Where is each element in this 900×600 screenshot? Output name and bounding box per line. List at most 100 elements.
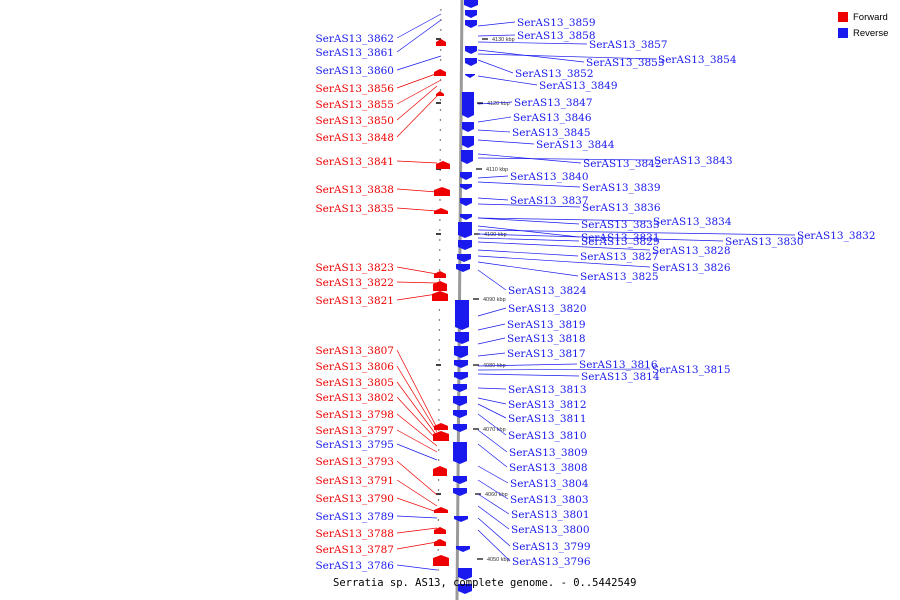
reverse-gene-leader <box>477 337 506 345</box>
lane-dot <box>439 89 442 91</box>
scale-label-4060-kbp: 4060 kbp <box>485 492 508 498</box>
forward-gene-leader <box>396 497 438 513</box>
reverse-gene-label-seras13-3832: SerAS13_3832 <box>797 230 876 242</box>
forward-gene-glyph <box>433 555 449 566</box>
forward-gene-leader <box>396 207 438 212</box>
reverse-gene-glyph <box>458 568 472 580</box>
legend: Forward Reverse <box>838 9 888 41</box>
reverse-gene-leader <box>477 229 796 236</box>
forward-gene-leader <box>396 160 438 164</box>
forward-gene-leader <box>396 13 442 39</box>
reverse-gene-glyph <box>454 360 468 368</box>
lane-dot <box>440 9 442 11</box>
reverse-gene-leader <box>477 233 724 242</box>
forward-gene-label-seras13-3855: SerAS13_3855 <box>315 99 394 111</box>
forward-gene-label-seras13-3841: SerAS13_3841 <box>315 156 394 168</box>
reverse-gene-label-seras13-3857: SerAS13_3857 <box>589 39 668 51</box>
reverse-gene-glyph <box>461 150 473 164</box>
lane-dot <box>439 249 441 251</box>
lane-dot <box>439 259 441 261</box>
reverse-gene-leader <box>477 59 514 74</box>
reverse-gene-leader <box>477 225 580 238</box>
forward-gene-leader <box>396 188 438 193</box>
lane-dot <box>439 239 441 241</box>
forward-gene-label-seras13-3802: SerAS13_3802 <box>315 392 394 404</box>
scale-label-4130-kbp: 4130 kbp <box>492 37 515 43</box>
reverse-gene-label-seras13-3803: SerAS13_3803 <box>510 494 589 506</box>
lane-dot <box>438 419 440 421</box>
reverse-gene-leader <box>477 323 506 331</box>
reverse-gene-glyph <box>464 0 478 8</box>
forward-gene-label-seras13-3848: SerAS13_3848 <box>315 132 394 144</box>
forward-gene-label-seras13-3806: SerAS13_3806 <box>315 361 394 373</box>
forward-gene-leader <box>396 79 442 105</box>
forward-gene-glyph <box>434 423 448 430</box>
reverse-gene-leader <box>477 101 513 105</box>
lane-dot <box>438 459 440 461</box>
forward-gene-label-seras13-3790: SerAS13_3790 <box>315 493 394 505</box>
lane-dot <box>437 489 440 491</box>
reverse-gene-label-seras13-3819: SerAS13_3819 <box>507 319 586 331</box>
reverse-gene-leader <box>477 217 580 225</box>
reverse-gene-leader <box>477 465 509 484</box>
forward-gene-glyph <box>436 161 450 169</box>
reverse-gene-glyph <box>460 184 472 190</box>
forward-gene-label-seras13-3787: SerAS13_3787 <box>315 544 394 556</box>
legend-item-forward: Forward <box>838 9 888 25</box>
forward-gene-leader <box>396 293 438 301</box>
forward-gene-glyph <box>434 208 448 214</box>
reverse-gene-glyph <box>465 20 477 28</box>
reverse-gene-label-seras13-3842: SerAS13_3842 <box>583 158 662 170</box>
forward-gene-leader <box>396 85 438 121</box>
forward-gene-leader <box>396 19 442 53</box>
reverse-gene-glyph <box>453 424 467 432</box>
forward-gene-glyph <box>436 91 444 96</box>
forward-gene-label-seras13-3795: SerAS13_3795 <box>315 439 394 451</box>
lane-dot <box>439 149 441 151</box>
forward-gene-label-seras13-3798: SerAS13_3798 <box>315 409 394 421</box>
forward-gene-glyph <box>432 291 448 301</box>
forward-gene-label-seras13-3807: SerAS13_3807 <box>315 345 394 357</box>
lane-dot <box>439 99 442 101</box>
reverse-gene-glyph <box>454 346 468 358</box>
reverse-gene-label-seras13-3859: SerAS13_3859 <box>517 17 596 29</box>
reverse-gene-leader <box>477 157 653 161</box>
reverse-gene-label-seras13-3824: SerAS13_3824 <box>508 285 587 297</box>
reverse-gene-leader <box>477 387 507 390</box>
lane-dot <box>438 339 440 341</box>
reverse-gene-label-seras13-3837: SerAS13_3837 <box>510 195 589 207</box>
forward-gene-leader <box>396 479 438 507</box>
reverse-gene-label-seras13-3813: SerAS13_3813 <box>508 384 587 396</box>
lane-dot <box>440 59 442 61</box>
forward-gene-leader <box>396 281 438 284</box>
forward-gene-label-seras13-3838: SerAS13_3838 <box>315 184 394 196</box>
forward-gene-label-seras13-3835: SerAS13_3835 <box>315 203 394 215</box>
forward-gene-label-seras13-3861: SerAS13_3861 <box>315 47 394 59</box>
reverse-gene-glyph <box>465 74 475 78</box>
reverse-gene-glyph <box>453 396 467 406</box>
lane-dot <box>437 549 439 551</box>
genome-caption: Serratia sp. AS13, complete genome. - 0.… <box>333 577 637 589</box>
reverse-gene-label-seras13-3800: SerAS13_3800 <box>511 524 590 536</box>
forward-gene-glyph <box>434 271 446 278</box>
forward-gene-label-seras13-3821: SerAS13_3821 <box>315 295 394 307</box>
forward-gene-label-seras13-3850: SerAS13_3850 <box>315 115 394 127</box>
reverse-gene-leader <box>477 49 585 63</box>
scale-label-4110-kbp: 4110 kbp <box>486 167 508 173</box>
reverse-gene-leader <box>477 403 507 419</box>
reverse-gene-leader <box>477 479 509 500</box>
lane-dot <box>438 379 440 381</box>
reverse-gene-label-seras13-3836: SerAS13_3836 <box>582 202 661 214</box>
reverse-gene-leader <box>477 75 538 86</box>
reverse-gene-label-seras13-3815: SerAS13_3815 <box>652 364 731 376</box>
reverse-gene-label-seras13-3808: SerAS13_3808 <box>509 462 588 474</box>
reverse-gene-leader <box>477 53 657 60</box>
reverse-gene-label-seras13-3814: SerAS13_3814 <box>581 371 660 383</box>
forward-gene-leader <box>396 381 438 437</box>
forward-gene-label-seras13-3822: SerAS13_3822 <box>315 277 394 289</box>
lane-dot <box>439 119 442 121</box>
legend-label-forward: Forward <box>853 11 888 23</box>
forward-gene-leader <box>396 365 438 433</box>
lane-dot <box>440 29 442 31</box>
